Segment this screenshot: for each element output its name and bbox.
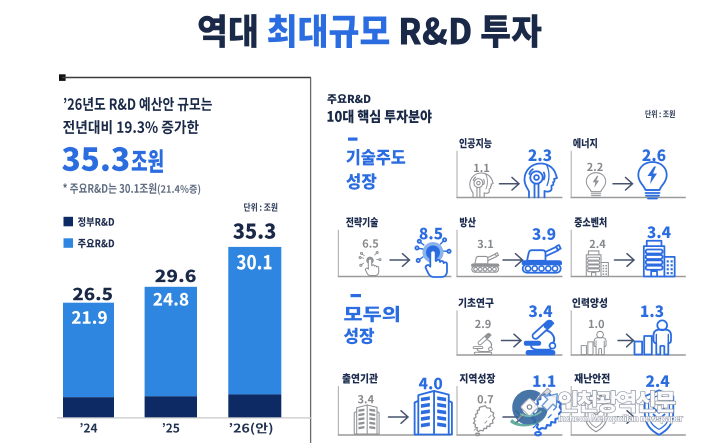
svg-text:Incheon Metropolitan newspaper: Incheon Metropolitan newspaper <box>558 413 683 423</box>
